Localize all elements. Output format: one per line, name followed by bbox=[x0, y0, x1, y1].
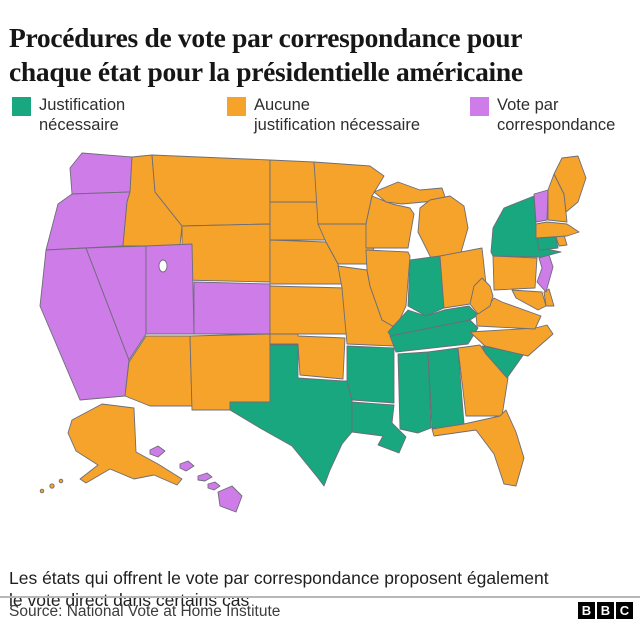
state-nm bbox=[189, 333, 271, 411]
state-ak-aleutian-island bbox=[49, 483, 55, 489]
state-de bbox=[543, 288, 555, 307]
state-hi-oahu bbox=[179, 460, 195, 472]
bbc-logo-letter: B bbox=[597, 602, 614, 619]
state-wa bbox=[69, 152, 133, 195]
page-title: Procédures de vote par correspondance po… bbox=[9, 22, 523, 87]
legend-label-no-excuse: Aucune justification nécessaire bbox=[254, 96, 420, 135]
state-ct bbox=[536, 236, 559, 251]
state-co bbox=[193, 281, 271, 335]
legend-item-no-excuse: Aucune justification nécessaire bbox=[227, 95, 420, 135]
state-ok bbox=[269, 333, 346, 380]
state-ar bbox=[346, 345, 395, 404]
great-salt-lake bbox=[158, 259, 168, 273]
state-hi-molokai bbox=[197, 472, 213, 482]
state-wi bbox=[365, 195, 415, 249]
legend-label-excuse: Justification nécessaire bbox=[39, 96, 126, 135]
source-credit: Source: National Vote at Home Institute bbox=[9, 603, 281, 620]
state-ma bbox=[535, 221, 580, 239]
state-hi-big-island bbox=[217, 485, 243, 513]
legend-swatch-excuse bbox=[12, 97, 31, 116]
state-hi-maui bbox=[207, 481, 221, 491]
state-mi bbox=[417, 195, 469, 261]
state-nd bbox=[269, 159, 319, 203]
state-la bbox=[351, 401, 407, 454]
legend-item-mail: Vote par correspondance bbox=[470, 95, 615, 135]
state-ms bbox=[397, 351, 432, 434]
state-ak-aleutian-island bbox=[39, 488, 45, 494]
bbc-logo: B B C bbox=[578, 602, 633, 619]
state-tn bbox=[389, 319, 479, 353]
footnote: Les états qui offrent le vote par corres… bbox=[9, 567, 549, 610]
state-me bbox=[553, 155, 587, 213]
state-pa bbox=[492, 255, 538, 291]
state-ak-aleutian-island bbox=[58, 478, 64, 484]
state-or bbox=[45, 191, 131, 251]
state-wy bbox=[181, 223, 271, 283]
state-fl bbox=[431, 409, 525, 487]
legend-swatch-no-excuse bbox=[227, 97, 246, 116]
bbc-logo-letter: B bbox=[578, 602, 595, 619]
state-hi-kauai bbox=[149, 445, 166, 458]
state-vt bbox=[533, 189, 549, 223]
legend-swatch-mail bbox=[470, 97, 489, 116]
us-choropleth-map bbox=[39, 152, 587, 513]
state-ak bbox=[67, 403, 183, 486]
state-ga bbox=[457, 344, 509, 417]
divider-line bbox=[0, 596, 640, 598]
state-ut bbox=[145, 243, 195, 335]
state-md bbox=[511, 289, 547, 311]
legend-item-excuse: Justification nécessaire bbox=[12, 95, 125, 135]
state-al bbox=[427, 347, 465, 430]
bbc-logo-letter: C bbox=[616, 602, 633, 619]
state-wv bbox=[469, 277, 494, 315]
state-tx bbox=[229, 344, 353, 487]
state-nj bbox=[536, 254, 554, 293]
state-in bbox=[407, 255, 445, 317]
state-ks bbox=[269, 285, 348, 335]
legend-label-mail: Vote par correspondance bbox=[497, 96, 616, 135]
